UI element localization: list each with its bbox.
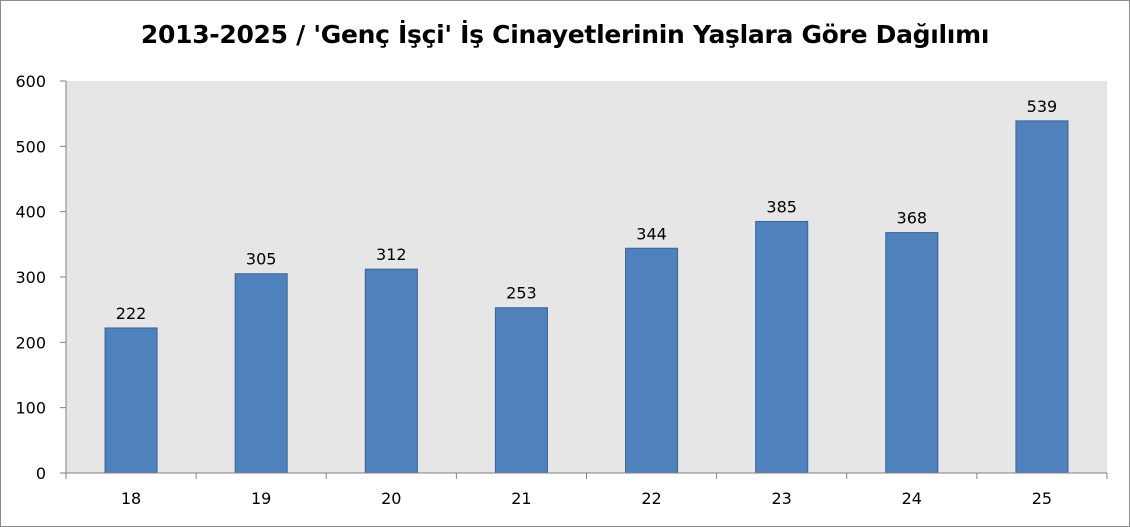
x-axis: 18 19 20 21 22 23 24 25 [65,472,1108,508]
plot-area [66,81,1107,473]
x-tick-label-21: 21 [511,489,531,508]
bar-24 [885,232,939,474]
y-tick-label: 400 [15,203,46,222]
y-tick-label: 300 [15,268,46,287]
y-tick-label: 100 [15,399,46,418]
bar-18 [104,327,158,474]
bar-19 [234,273,288,474]
data-label-23: 385 [766,197,797,216]
x-tick-label-22: 22 [641,489,661,508]
x-tick-label-20: 20 [381,489,401,508]
y-tick-label: 600 [15,72,46,91]
data-label-22: 344 [636,224,667,243]
data-label-19: 305 [246,250,277,269]
data-label-21: 253 [506,284,537,303]
y-tick-label: 200 [15,333,46,352]
x-tick-label-18: 18 [121,489,141,508]
bar-25 [1015,120,1069,474]
chart-title: 2013-2025 / 'Genç İşçi' İş Cinayetlerini… [140,20,990,49]
data-label-24: 368 [897,209,928,228]
bar-22 [625,247,679,474]
x-tick-label-25: 25 [1032,489,1052,508]
bars-group [104,120,1069,474]
data-label-18: 222 [116,304,147,323]
x-tick-label-19: 19 [251,489,271,508]
data-labels-group: 222 305 312 253 344 385 368 539 [116,97,1057,323]
bar-23 [755,220,809,474]
data-label-20: 312 [376,245,407,264]
y-tick-label: 500 [15,137,46,156]
y-axis: 0 100 200 300 400 500 600 [15,72,67,483]
x-tick-label-23: 23 [772,489,792,508]
y-tick-label: 0 [36,464,46,483]
bar-21 [494,307,548,474]
x-tick-label-24: 24 [902,489,922,508]
bar-20 [364,268,418,474]
data-label-25: 539 [1027,97,1058,116]
